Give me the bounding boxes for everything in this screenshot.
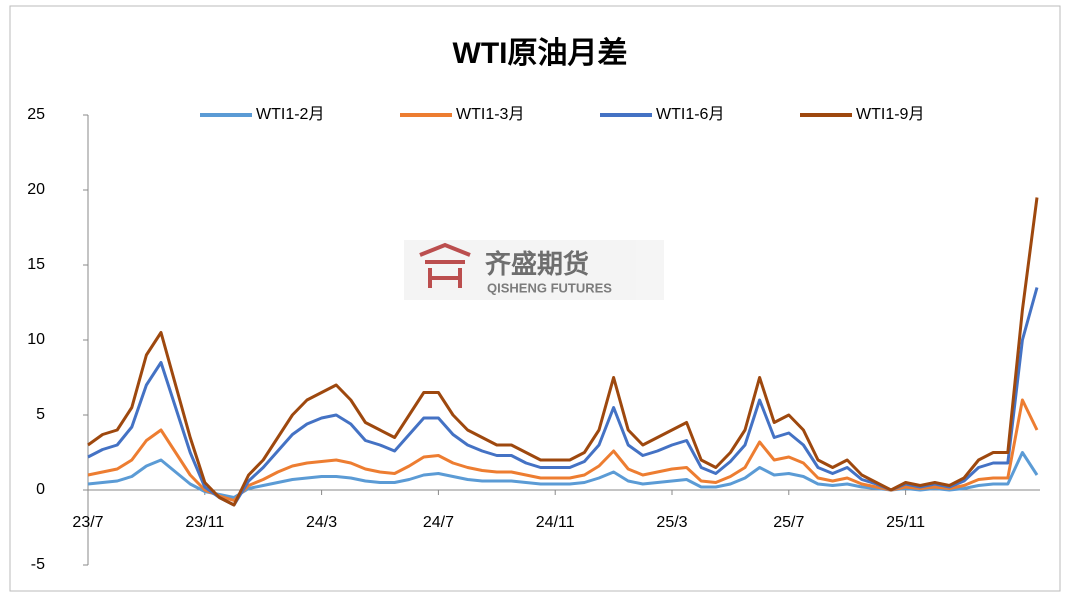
- series-line: [87, 197, 1039, 507]
- x-tick-label: 24/7: [423, 514, 454, 531]
- x-tick-label: 25/11: [886, 514, 925, 531]
- y-tick-label: 15: [27, 256, 45, 273]
- y-tick-label: 0: [36, 481, 45, 498]
- watermark: 齐盛期货 QISHENG FUTURES: [404, 240, 664, 300]
- legend-label: WTI1-9月: [856, 106, 924, 123]
- x-tick-label: 24/11: [536, 514, 575, 531]
- watermark-name: 齐盛期货: [485, 249, 589, 279]
- y-tick-label: 10: [27, 331, 45, 348]
- y-tick-label: 5: [36, 406, 45, 423]
- y-tick-label: 25: [27, 106, 45, 123]
- y-tick-label: 20: [27, 181, 45, 198]
- x-tick-label: 24/3: [306, 514, 337, 531]
- chart-title: WTI原油月差: [453, 37, 628, 70]
- legend-label: WTI1-2月: [256, 106, 324, 123]
- x-tick-label: 23/11: [185, 514, 224, 531]
- legend-label: WTI1-3月: [456, 106, 524, 123]
- watermark-bg: [404, 240, 664, 300]
- series-line: [87, 398, 1039, 502]
- watermark-logo: [419, 242, 471, 288]
- legend-label: WTI1-6月: [656, 106, 724, 123]
- x-tick-label: 25/3: [656, 514, 687, 531]
- watermark-subtitle: QISHENG FUTURES: [487, 280, 612, 295]
- x-tick-label: 23/7: [72, 514, 103, 531]
- x-tick-label: 25/7: [773, 514, 804, 531]
- y-tick-label: -5: [31, 556, 45, 573]
